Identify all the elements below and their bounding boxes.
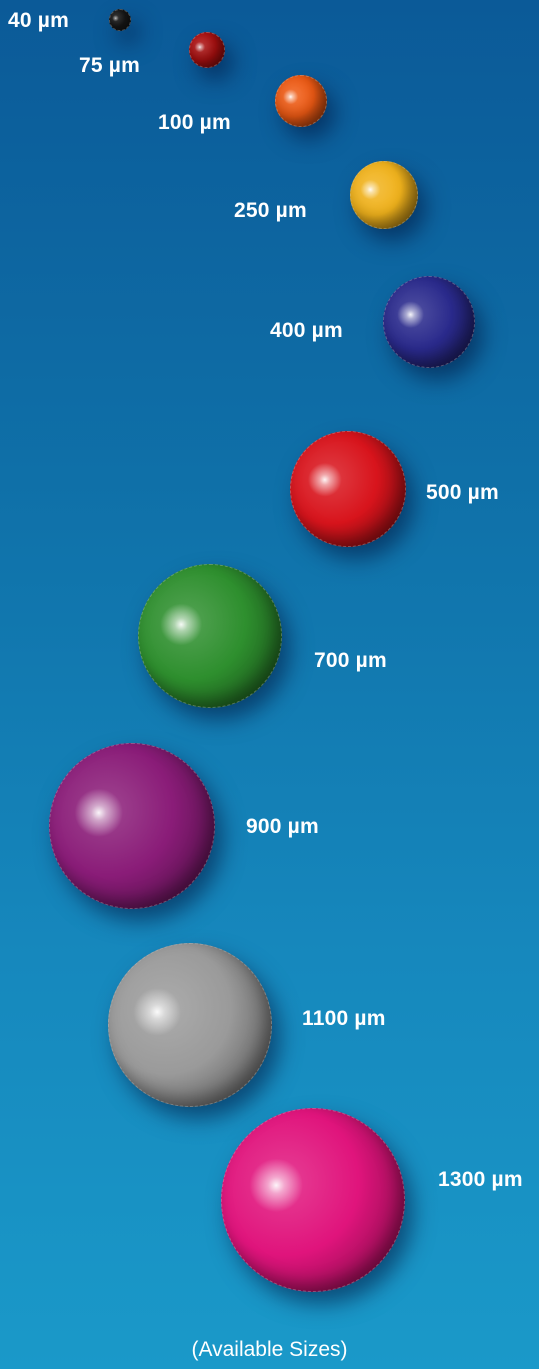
bead-sphere <box>383 276 475 368</box>
bead-sphere <box>290 431 406 547</box>
bead-sphere <box>189 32 225 68</box>
size-label: 1100 µm <box>302 1007 386 1030</box>
size-label: 100 µm <box>158 111 231 134</box>
size-label: 500 µm <box>426 481 499 504</box>
bead-sphere <box>221 1108 405 1292</box>
bead-sphere <box>109 9 131 31</box>
size-label: 1300 µm <box>438 1168 523 1191</box>
caption: (Available Sizes) <box>191 1338 348 1361</box>
size-label: 400 µm <box>270 319 343 342</box>
size-label: 250 µm <box>234 199 307 222</box>
bead-sphere <box>350 161 418 229</box>
size-label: 900 µm <box>246 815 319 838</box>
bead-sphere <box>275 75 327 127</box>
size-label: 700 µm <box>314 649 387 672</box>
bead-sphere <box>108 943 272 1107</box>
bead-sphere <box>138 564 282 708</box>
size-label: 75 µm <box>79 54 140 77</box>
size-label: 40 µm <box>8 9 69 32</box>
bead-sphere <box>49 743 215 909</box>
